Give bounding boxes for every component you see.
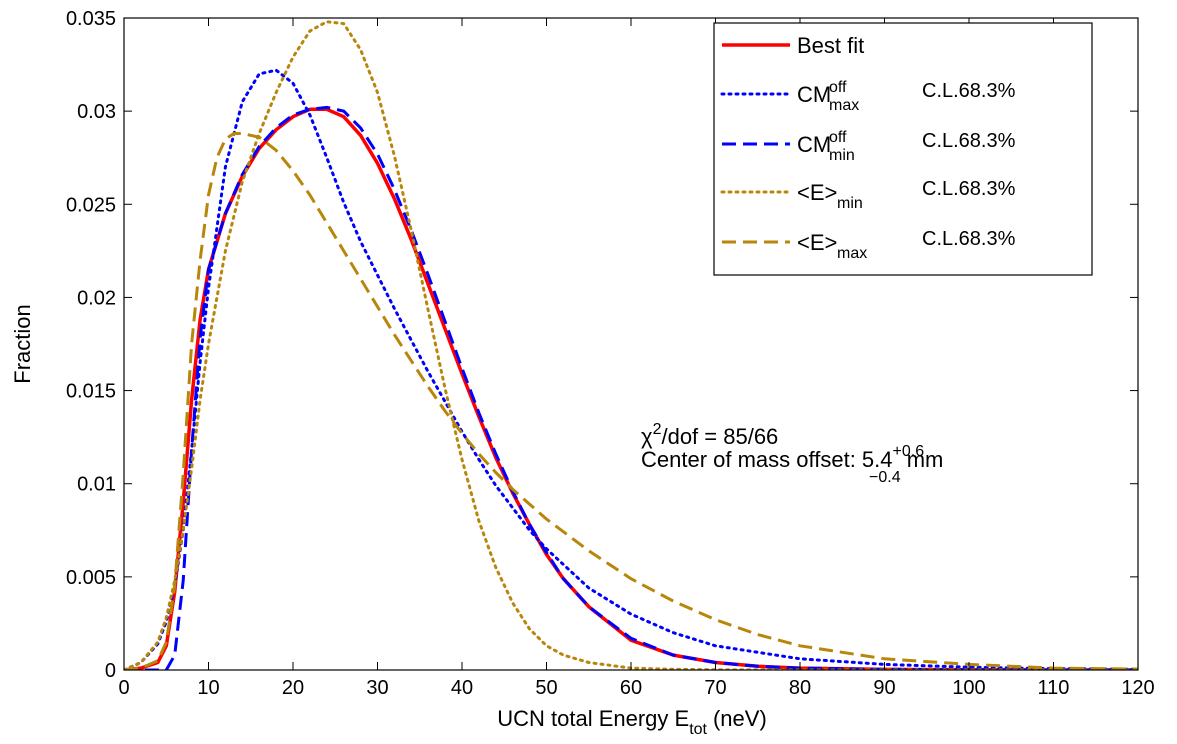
- y-tick-label: 0.005: [66, 567, 116, 589]
- series-layer: [124, 20, 1138, 670]
- legend-label-3: <E>: [797, 180, 837, 205]
- com-offset-sup: +0.6: [893, 443, 925, 460]
- legend-label-2: CM: [797, 132, 831, 157]
- x-tick-label: 10: [197, 677, 219, 699]
- series-line-2: [124, 105, 1138, 670]
- legend-sub-4: max: [837, 245, 867, 262]
- legend-cl-2: C.L.68.3%: [922, 130, 1016, 152]
- legend-cl-4: C.L.68.3%: [922, 228, 1016, 250]
- chi2-rest: /dof = 85/66: [661, 424, 778, 449]
- y-tick-label: 0.015: [66, 381, 116, 403]
- y-tick-label: 0.01: [77, 474, 116, 496]
- legend-label-4: <E>: [797, 230, 837, 255]
- y-tick-label: 0.035: [66, 8, 116, 30]
- x-axis-label: UCN total Energy Etot (neV): [497, 706, 767, 738]
- x-tick-label: 110: [1038, 677, 1070, 699]
- y-tick-label: 0.03: [77, 101, 116, 123]
- chi2-symbol: χ: [641, 424, 653, 449]
- x-tick-label: 60: [620, 677, 642, 699]
- x-tick-label: 70: [704, 677, 726, 699]
- legend-sub-1: max: [829, 97, 859, 114]
- x-axis-label-main: UCN total Energy E: [497, 706, 689, 731]
- axis-layer: 0 10 20 30 40 50 60 70 80 90 100 110 120 0 0.005 0.01 0.…: [66, 8, 1155, 699]
- legend-label-0: Best fit: [797, 33, 864, 58]
- x-tick-label: 100: [952, 677, 985, 699]
- legend-cl-1: C.L.68.3%: [922, 80, 1016, 102]
- y-tick-label: 0: [105, 660, 116, 682]
- y-tick-label: 0.025: [66, 194, 116, 216]
- x-tick-label: 20: [282, 677, 304, 699]
- legend: Best fitCMoffmaxC.L.68.3%CMoffminC.L.68.…: [713, 22, 1093, 276]
- legend-items: Best fitCMoffmaxC.L.68.3%CMoffminC.L.68.…: [720, 33, 1016, 262]
- x-tick-label: 0: [118, 677, 129, 699]
- com-offset-unit: mm: [901, 447, 944, 472]
- legend-sub-2: min: [829, 147, 855, 164]
- x-tick-label: 120: [1121, 677, 1154, 699]
- com-offset-sub-text: −0.4 mm: [869, 447, 943, 486]
- y-tick-label: 0.02: [77, 287, 116, 309]
- chi2-text: χ2/dof = 85/66: [641, 421, 778, 449]
- chi2-sup: 2: [653, 421, 662, 438]
- series-line-1: [124, 68, 1138, 670]
- x-tick-label: 90: [873, 677, 895, 699]
- y-axis-label: Fraction: [10, 304, 35, 383]
- x-tick-label: 30: [366, 677, 388, 699]
- legend-sup-1: off: [829, 79, 847, 96]
- com-offset-main: Center of mass offset: 5.4: [641, 447, 893, 472]
- com-offset-sub: −0.4: [869, 469, 901, 486]
- fit-annotation: χ2/dof = 85/66 Center of mass offset: 5.…: [641, 421, 943, 486]
- legend-label-1: CM: [797, 82, 831, 107]
- legend-sup-2: off: [829, 129, 847, 146]
- legend-sub-3: min: [837, 195, 863, 212]
- series-line-4: [124, 132, 1138, 670]
- legend-cl-3: C.L.68.3%: [922, 178, 1016, 200]
- com-offset-text: Center of mass offset: 5.4+0.6: [641, 443, 924, 472]
- x-tick-label: 40: [451, 677, 473, 699]
- x-tick-label: 80: [789, 677, 811, 699]
- legend-box: [713, 22, 1093, 276]
- x-axis-label-sub: tot: [689, 721, 707, 738]
- x-axis-label-unit: (neV): [713, 706, 767, 731]
- series-line-3: [124, 20, 1138, 670]
- x-tick-label: 50: [535, 677, 557, 699]
